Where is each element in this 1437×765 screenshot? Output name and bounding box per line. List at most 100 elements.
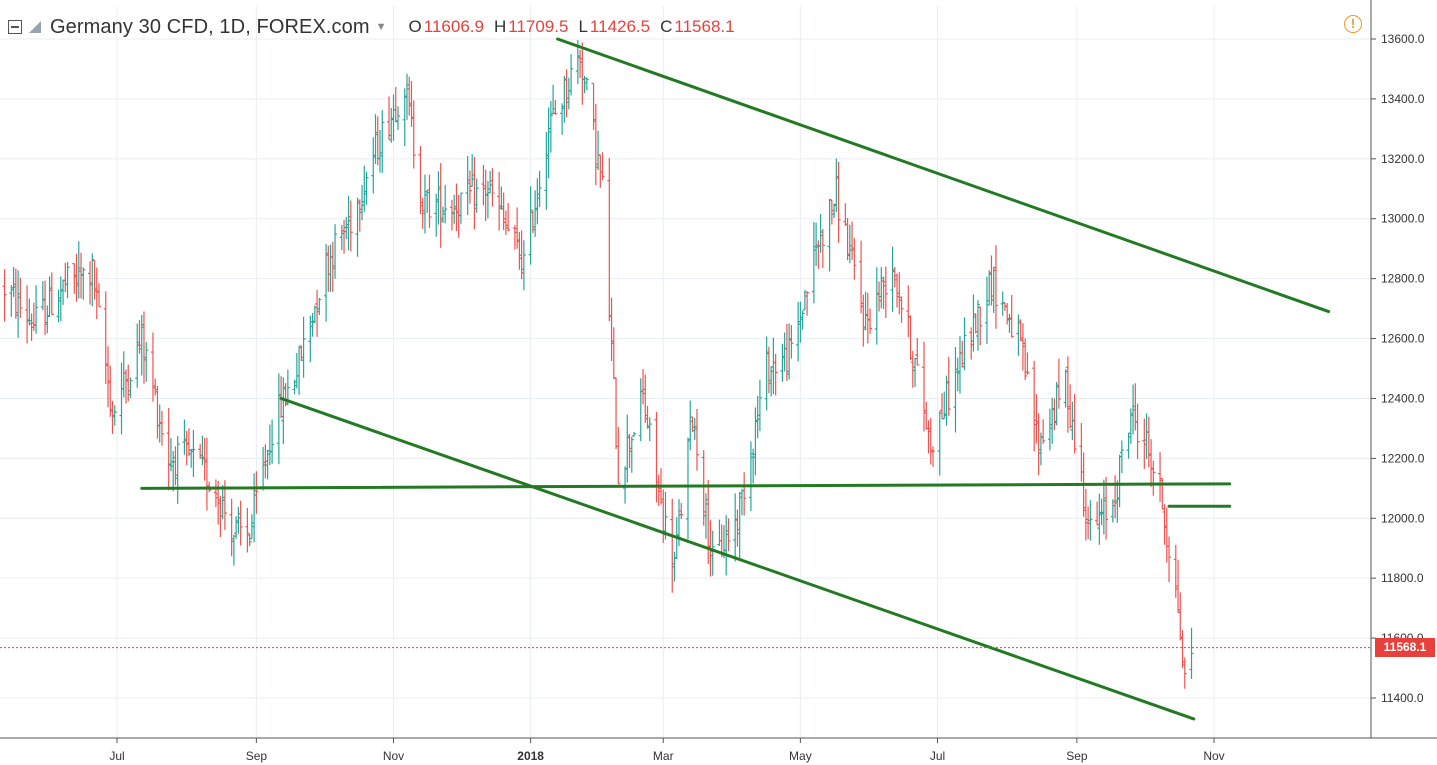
ohlc-bar: [294, 353, 299, 389]
x-tick-label[interactable]: Jul: [930, 749, 945, 763]
ohlc-bar: [931, 446, 936, 467]
ohlc-bar: [328, 244, 333, 292]
ohlc-bar: [501, 192, 506, 231]
ohlc-bar: [564, 69, 569, 118]
x-tick-label[interactable]: Nov: [1203, 749, 1224, 763]
ohlc-bar: [591, 82, 596, 130]
ohlc-bar: [629, 436, 634, 473]
ohlc-bar: [31, 302, 36, 331]
grid-lines: [0, 6, 1371, 738]
y-axis-ticks[interactable]: 13600.0 13400.0 13200.0 13000.0 12800.0 12600…: [1381, 32, 1425, 705]
collapse-icon[interactable]: [8, 20, 22, 34]
ohlc-bar: [43, 280, 48, 336]
x-tick-label[interactable]: Nov: [383, 749, 404, 763]
ohlc-bar: [391, 94, 396, 141]
x-tick-label[interactable]: Sep: [1066, 749, 1088, 763]
ohlc-bar: [488, 170, 493, 194]
y-tick-label[interactable]: 12000.0: [1381, 511, 1425, 525]
ohlc-bar: [748, 441, 753, 511]
alert-icon[interactable]: !: [1344, 15, 1362, 33]
y-tick-label[interactable]: 13600.0: [1381, 32, 1425, 46]
ohlc-bar: [317, 297, 322, 315]
ohlc-bar: [229, 498, 234, 557]
ohlc-bar: [535, 178, 540, 225]
ohlc-bar: [159, 410, 164, 446]
ohlc-bar: [135, 323, 140, 388]
ohlc-bar: [301, 316, 306, 378]
ohlc-bar: [962, 317, 967, 371]
ohlc-bar: [582, 75, 587, 94]
ohlc-bar: [204, 437, 209, 511]
y-tick-label[interactable]: 13400.0: [1381, 92, 1425, 106]
x-tick-label[interactable]: Mar: [653, 749, 674, 763]
ohlc-bar: [443, 184, 448, 224]
y-tick-label[interactable]: 12400.0: [1381, 391, 1425, 405]
ohlc-bar: [694, 408, 699, 471]
ohlc-bar: [553, 99, 558, 115]
ohlc-bar: [816, 240, 821, 269]
area-chart-icon[interactable]: [28, 20, 44, 34]
ohlc-bar: [879, 267, 884, 309]
ohlc-bar: [373, 114, 378, 164]
y-tick-label[interactable]: 13000.0: [1381, 212, 1425, 226]
ohlc-bar: [25, 285, 30, 344]
ohlc-bar: [892, 267, 897, 288]
ohlc-bar: [910, 350, 915, 388]
ohlc-bar: [1025, 352, 1030, 375]
ohlc-bar: [616, 426, 621, 485]
y-tick-label[interactable]: 11800.0: [1381, 571, 1424, 585]
trendlines[interactable]: [140, 37, 1331, 721]
ohlc-bar: [261, 446, 266, 491]
caret-down-icon[interactable]: ▼: [375, 21, 387, 33]
y-tick-label[interactable]: 12600.0: [1381, 332, 1425, 346]
ohlc-bar: [245, 507, 250, 553]
ohlc-bar: [978, 306, 983, 346]
ohlc-bar: [957, 336, 962, 394]
ohlc-bar: [544, 132, 549, 210]
ohlc-bar: [47, 276, 52, 318]
x-axis-ticks[interactable]: Jul Sep Nov 2018 Mar May Jul Sep Nov: [109, 749, 1224, 763]
y-tick-label[interactable]: 13200.0: [1381, 152, 1425, 166]
ohlc-bar: [836, 161, 841, 243]
ohlc-bar: [112, 405, 117, 426]
y-tick-label[interactable]: 12200.0: [1381, 451, 1425, 465]
ohlc-bar: [371, 137, 376, 194]
x-tick-label[interactable]: Sep: [246, 749, 268, 763]
ohlc-bar: [915, 337, 920, 366]
x-tick-label[interactable]: 2018: [517, 749, 544, 763]
x-tick-label[interactable]: May: [789, 749, 812, 763]
ohlc-bar: [360, 184, 365, 221]
ohlc-bar: [1083, 488, 1088, 541]
ohlc-bar: [103, 291, 108, 384]
ohlc-bar: [404, 73, 409, 120]
ohlc-bar: [94, 267, 99, 320]
trendline[interactable]: [556, 37, 1331, 314]
y-tick-label[interactable]: 11400.0: [1381, 691, 1424, 705]
ohlc-bar: [333, 224, 338, 279]
x-tick-label[interactable]: Jul: [109, 749, 124, 763]
ohlc-bar: [829, 199, 834, 225]
ohlc-bar: [339, 224, 344, 250]
ohlc-low-key: L: [578, 17, 588, 36]
ohlc-bar: [578, 49, 583, 79]
ohlc-bar: [330, 241, 335, 292]
trendline[interactable]: [140, 482, 1232, 490]
ohlc-bar: [436, 171, 441, 225]
symbol-title[interactable]: Germany 30 CFD, 1D, FOREX.com: [50, 15, 370, 38]
ohlc-bar: [1117, 454, 1122, 508]
ohlc-bar: [326, 245, 331, 292]
ohlc-open: O 11606.9: [409, 17, 484, 37]
ohlc-bar: [1052, 398, 1057, 431]
ohlc-bar: [182, 419, 187, 455]
ohlc-open-value: 11606.9: [423, 17, 484, 36]
trendline[interactable]: [279, 396, 1196, 721]
ohlc-bar: [850, 221, 855, 260]
ohlc-bar: [1167, 536, 1172, 583]
y-tick-label[interactable]: 12800.0: [1381, 272, 1425, 286]
ohlc-bar: [150, 332, 155, 402]
ohlc-close-key: C: [660, 17, 673, 36]
ohlc-bar: [267, 424, 272, 465]
ohlc-bar: [796, 301, 801, 362]
ohlc-bar: [530, 210, 535, 234]
